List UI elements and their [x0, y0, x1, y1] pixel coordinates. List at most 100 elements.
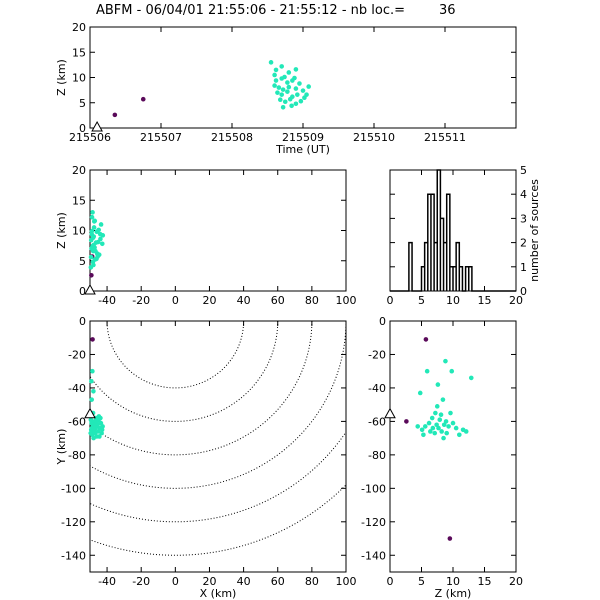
source-point [306, 84, 311, 89]
source-point [91, 388, 96, 394]
height-y-panel: 0 5 10 15 20 0 -20 -40 -60 -80 -100 -120 -140 Z (km) [361, 315, 523, 600]
source-point [99, 241, 105, 247]
plot-frame [89, 169, 347, 292]
source-point [438, 412, 444, 418]
y-tick-label: 20 [72, 21, 86, 34]
y-tick-label: -120 [361, 516, 386, 529]
x-tick-label: 0 [172, 575, 179, 588]
source-point [292, 75, 297, 81]
source-point [96, 227, 102, 233]
source-point [98, 222, 104, 227]
y-tick-label: 10 [72, 72, 86, 85]
source-point [468, 375, 474, 381]
source-point [441, 435, 446, 441]
y-tick-label: 5 [79, 97, 86, 110]
source-point [434, 404, 440, 409]
source-point [450, 420, 456, 426]
source-point [429, 415, 435, 421]
source-point [286, 84, 292, 90]
y-tick-label: 5 [79, 255, 86, 268]
source-point [298, 98, 304, 104]
source-point [295, 92, 300, 97]
source-point [426, 420, 432, 426]
y-tick-label: 0 [79, 285, 86, 298]
x-tick-label: 215507 [140, 131, 182, 144]
x-tick-label: 215506 [69, 131, 111, 144]
x-tick-label: 60 [271, 294, 285, 307]
source-point [415, 424, 421, 429]
source-point [293, 101, 299, 107]
source-point [437, 417, 443, 423]
source-point [277, 97, 283, 103]
y-tick-label: -60 [368, 415, 386, 428]
source-point [280, 87, 286, 92]
x-tick-label: 100 [336, 294, 357, 307]
y-tick-label: -80 [68, 449, 86, 462]
x-tick-label: 5 [418, 294, 425, 307]
y-tick-label: -140 [361, 549, 386, 562]
source-point [449, 368, 455, 374]
x-axis-label: X (km) [200, 587, 237, 600]
plot-frame [89, 26, 517, 129]
x-height-panel: -40 -20 0 20 40 60 80 100 0 5 10 15 20 Z (km) [55, 164, 357, 307]
x-axis-label: Z (km) [435, 587, 472, 600]
source-point [432, 430, 438, 436]
source-point [97, 434, 102, 439]
source-point [286, 70, 292, 75]
source-point [404, 419, 409, 424]
source-point [444, 430, 450, 436]
x-tick-label: 40 [237, 294, 251, 307]
source-point [433, 410, 438, 416]
source-point [279, 64, 285, 69]
source-point [112, 112, 118, 118]
source-point [285, 80, 290, 85]
y-tick-label: -120 [61, 516, 86, 529]
source-point [280, 104, 286, 110]
source-point [436, 425, 441, 431]
x-tick-label: 80 [305, 575, 319, 588]
y-tick-label: -100 [361, 482, 386, 495]
source-point [89, 425, 95, 431]
source-point [448, 410, 453, 416]
source-point [273, 67, 279, 73]
y-tick-label: 10 [72, 225, 86, 238]
x-tick-label: 0 [172, 294, 179, 307]
source-point [289, 103, 294, 109]
source-point [100, 233, 106, 238]
source-point [89, 378, 94, 384]
source-point [443, 419, 449, 424]
source-point [279, 92, 285, 97]
source-point [424, 368, 430, 374]
y-tick-label: 0 [79, 315, 86, 328]
y-axis-label: Z (km) [55, 212, 68, 249]
plan-view-panel: -40 -20 0 20 40 60 80 100 0 -20 -40 -60 -80 -100 -120 -… [55, 315, 357, 600]
source-point [140, 96, 146, 102]
x-tick-label: 10 [446, 575, 460, 588]
y-tick-label: 3 [520, 212, 527, 225]
source-point [422, 424, 428, 429]
y-axis-label: number of sources [528, 179, 541, 282]
x-tick-label: 5 [418, 575, 425, 588]
source-point [304, 92, 309, 97]
station-triangle-icon [384, 407, 396, 419]
station-triangle-icon [84, 407, 96, 419]
source-point [453, 425, 459, 431]
y-tick-label: 15 [72, 194, 86, 207]
source-point [439, 429, 444, 434]
source-point [273, 78, 279, 83]
source-point [282, 74, 287, 80]
plot-frame [389, 320, 517, 573]
source-point [457, 432, 462, 438]
x-tick-label: 0 [387, 294, 394, 307]
source-point [88, 254, 94, 260]
source-point [88, 430, 93, 436]
x-tick-label: -20 [132, 294, 150, 307]
station-triangle-icon [91, 120, 103, 132]
x-tick-label: -40 [98, 575, 116, 588]
source-point [89, 397, 95, 402]
x-tick-label: 10 [446, 294, 460, 307]
source-point [90, 248, 96, 254]
y-tick-label: -20 [68, 348, 86, 361]
source-point [441, 422, 447, 428]
